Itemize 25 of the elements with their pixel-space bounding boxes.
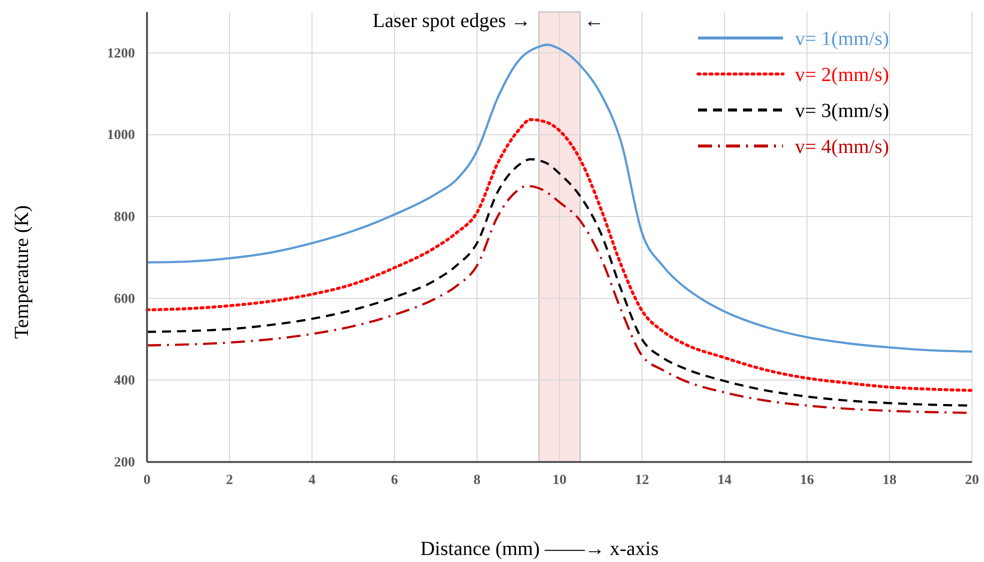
y-tick-label: 1200 (107, 46, 135, 62)
y-axis-title: Temperature (K) (11, 205, 33, 339)
x-tick-label: 6 (391, 472, 398, 488)
legend-label: v= 2(mm/s) (795, 64, 890, 86)
annotation: Laser spot edges → (372, 10, 531, 32)
x-tick-label: 2 (226, 472, 233, 488)
x-tick-label: 16 (800, 472, 814, 488)
x-tick-label: 14 (718, 472, 732, 488)
x-tick-label: 8 (474, 472, 480, 488)
x-tick-label: 0 (144, 472, 150, 488)
x-tick-label: 10 (552, 472, 566, 488)
y-tick-label: 200 (114, 455, 135, 470)
x-axis-title: Distance (mm) ——→ x-axis (420, 538, 659, 560)
legend-label: v= 3(mm/s) (795, 100, 890, 122)
x-tick-label: 12 (635, 472, 649, 488)
legend-label: v= 4(mm/s) (795, 136, 890, 158)
x-tick-label: 18 (882, 472, 896, 488)
y-tick-label: 600 (114, 292, 135, 307)
y-tick-label: 400 (114, 374, 135, 389)
y-tick-label: 1000 (107, 128, 135, 144)
annotation: ← (584, 10, 604, 32)
y-tick-label: 800 (114, 210, 135, 226)
x-tick-label: 20 (965, 472, 979, 488)
x-tick-label: 4 (308, 472, 316, 488)
legend-label: v= 1(mm/s) (795, 28, 890, 50)
